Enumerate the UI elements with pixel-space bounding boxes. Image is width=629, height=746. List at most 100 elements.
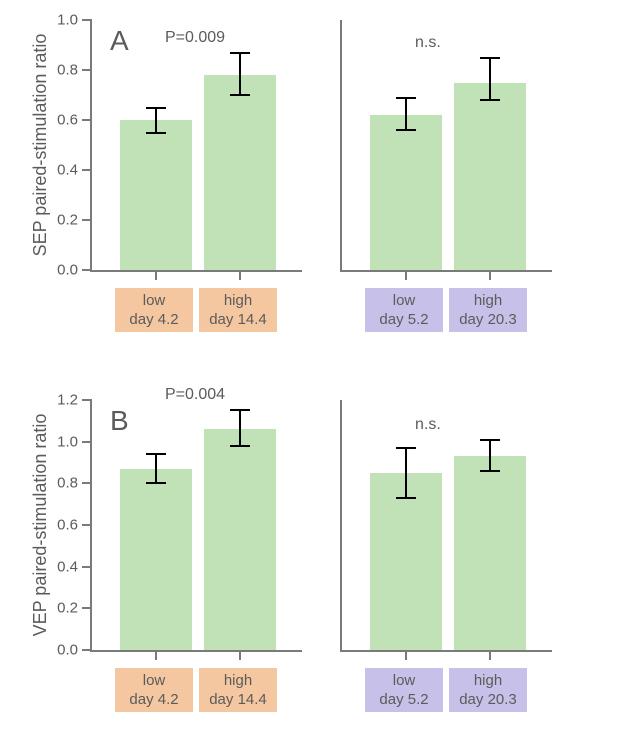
errorbar-cap	[146, 107, 166, 109]
errorbar-cap	[230, 409, 250, 411]
xtick	[155, 650, 157, 660]
errorbar	[489, 58, 491, 101]
errorbar-cap	[396, 129, 416, 131]
errorbar-cap	[230, 52, 250, 54]
errorbar-cap	[396, 497, 416, 499]
plot-B-1	[340, 400, 552, 652]
ytick	[82, 482, 92, 484]
errorbar-cap	[480, 439, 500, 441]
ytick-label: 0.8	[57, 475, 78, 492]
ylabel-B: VEP paired-stimulation ratio	[30, 400, 51, 650]
bar-A-1-1	[454, 83, 526, 271]
annotation-B-1: n.s.	[415, 416, 441, 434]
xlabel-B-0-1: high day 14.4	[199, 668, 277, 712]
xtick	[405, 270, 407, 280]
errorbar-cap	[396, 97, 416, 99]
bar-B-1-1	[454, 456, 526, 650]
xlabel-line1: high	[449, 292, 527, 309]
errorbar-cap	[230, 94, 250, 96]
ytick-label: 0.4	[57, 162, 78, 179]
errorbar-cap	[480, 99, 500, 101]
ytick-label: 0.0	[57, 642, 78, 659]
xlabel-line1: low	[365, 292, 443, 309]
ytick	[82, 269, 92, 271]
xlabel-line1: low	[365, 672, 443, 689]
xtick	[239, 650, 241, 660]
bar-A-0-0	[120, 120, 192, 270]
bar-B-1-0	[370, 473, 442, 650]
xlabel-line2: day 5.2	[365, 691, 443, 708]
ytick	[82, 441, 92, 443]
xlabel-A-0-0: low day 4.2	[115, 288, 193, 332]
errorbar	[239, 53, 241, 96]
errorbar-cap	[230, 445, 250, 447]
annotation-A-0: P=0.009	[165, 29, 225, 47]
errorbar-cap	[396, 447, 416, 449]
errorbar-cap	[146, 482, 166, 484]
ytick	[82, 524, 92, 526]
bar-B-0-1	[204, 429, 276, 650]
ytick-label: 0.2	[57, 212, 78, 229]
ytick-label: 0.6	[57, 112, 78, 129]
ytick-label: 0.2	[57, 600, 78, 617]
ytick	[82, 399, 92, 401]
ytick-label: 0.4	[57, 558, 78, 575]
errorbar-cap	[480, 470, 500, 472]
annotation-A-1: n.s.	[415, 34, 441, 52]
ytick	[82, 19, 92, 21]
ytick	[82, 649, 92, 651]
plot-B-0: 0.00.20.40.60.81.01.2	[90, 400, 302, 652]
errorbar-cap	[146, 453, 166, 455]
xlabel-A-0-1: high day 14.4	[199, 288, 277, 332]
xlabel-line2: day 14.4	[199, 311, 277, 328]
ytick	[82, 219, 92, 221]
xlabel-line1: high	[199, 672, 277, 689]
xlabel-line2: day 20.3	[449, 691, 527, 708]
plot-A-0: 0.00.20.40.60.81.0	[90, 20, 302, 272]
ytick-label: 0.8	[57, 62, 78, 79]
xtick	[239, 270, 241, 280]
errorbar	[155, 454, 157, 483]
ytick-label: 1.0	[57, 433, 78, 450]
errorbar	[405, 98, 407, 131]
ytick-label: 0.0	[57, 262, 78, 279]
ytick	[82, 169, 92, 171]
xlabel-line2: day 5.2	[365, 311, 443, 328]
xlabel-A-1-1: high day 20.3	[449, 288, 527, 332]
bar-A-1-0	[370, 115, 442, 270]
xlabel-line2: day 4.2	[115, 311, 193, 328]
xlabel-line1: high	[199, 292, 277, 309]
xlabel-line1: high	[449, 672, 527, 689]
ytick-label: 0.6	[57, 517, 78, 534]
xtick	[405, 650, 407, 660]
xlabel-B-1-1: high day 20.3	[449, 668, 527, 712]
bar-B-0-0	[120, 469, 192, 650]
ytick-label: 1.0	[57, 12, 78, 29]
xlabel-B-0-0: low day 4.2	[115, 668, 193, 712]
ytick	[82, 119, 92, 121]
ytick	[82, 607, 92, 609]
plot-A-1	[340, 20, 552, 272]
xtick	[489, 650, 491, 660]
xtick	[489, 270, 491, 280]
xlabel-line2: day 4.2	[115, 691, 193, 708]
ytick	[82, 69, 92, 71]
xlabel-A-1-0: low day 5.2	[365, 288, 443, 332]
xlabel-line1: low	[115, 292, 193, 309]
xlabel-line2: day 14.4	[199, 691, 277, 708]
xlabel-line2: day 20.3	[449, 311, 527, 328]
errorbar-cap	[146, 132, 166, 134]
figure: SEP paired-stimulation ratioA0.00.20.40.…	[0, 0, 629, 746]
ylabel-A: SEP paired-stimulation ratio	[30, 20, 51, 270]
bar-A-0-1	[204, 75, 276, 270]
xlabel-B-1-0: low day 5.2	[365, 668, 443, 712]
ytick-label: 1.2	[57, 392, 78, 409]
errorbar	[405, 448, 407, 498]
xlabel-line1: low	[115, 672, 193, 689]
errorbar-cap	[480, 57, 500, 59]
xtick	[155, 270, 157, 280]
errorbar	[489, 440, 491, 471]
annotation-B-0: P=0.004	[165, 386, 225, 404]
errorbar	[239, 410, 241, 445]
errorbar	[155, 108, 157, 133]
